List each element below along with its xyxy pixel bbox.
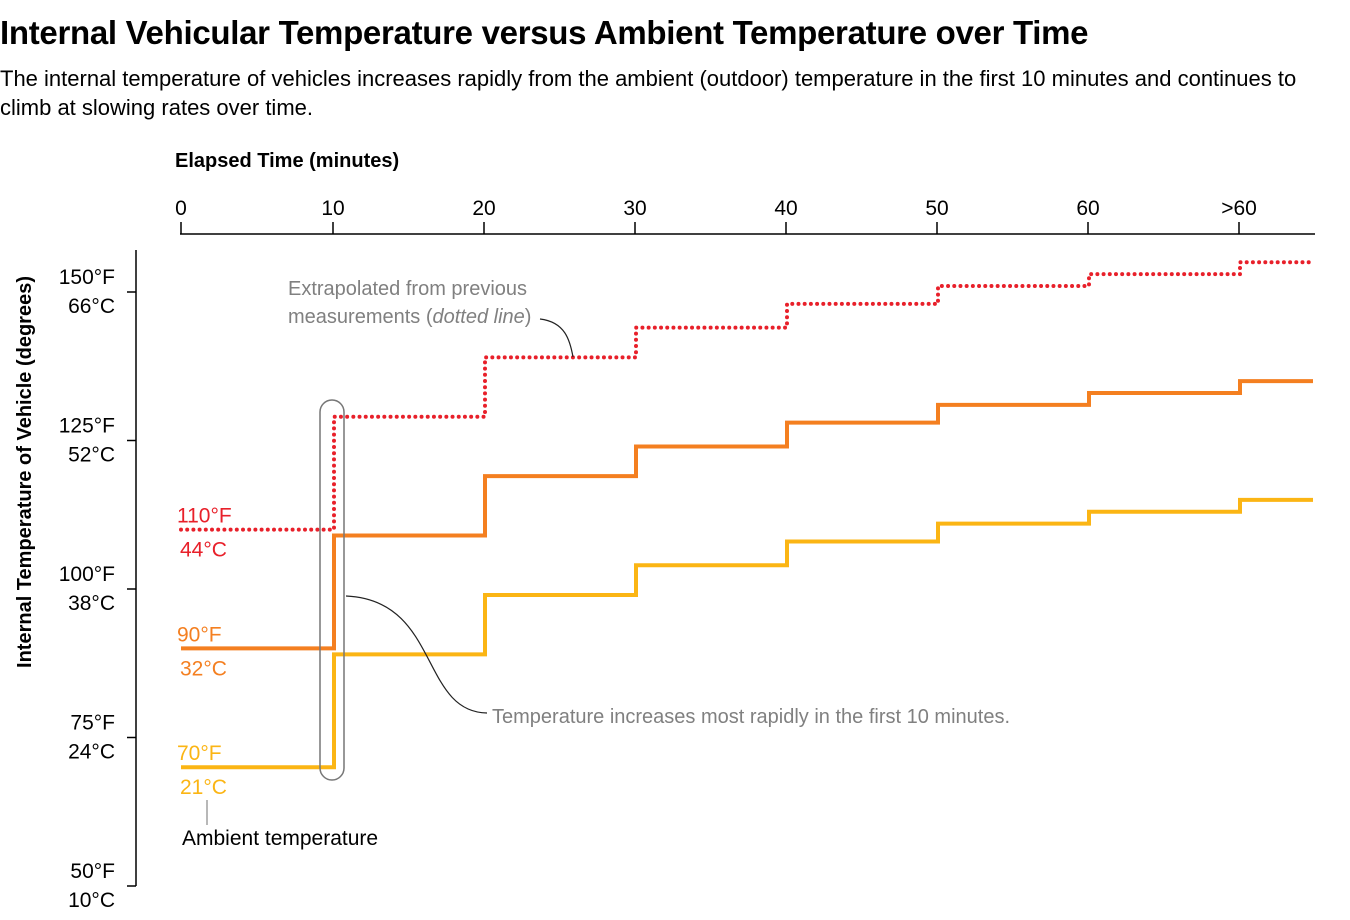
y-tick-label-f: 75°F <box>70 712 115 735</box>
x-tick-label: 40 <box>774 197 797 220</box>
series-start-label-f: 110°F <box>177 505 232 528</box>
y-tick-label-c: 10°C <box>68 889 115 912</box>
extrapolated-leader <box>539 318 574 358</box>
highlight-box <box>319 399 345 781</box>
y-tick-label-c: 52°C <box>68 444 115 467</box>
series-start-label-c: 32°C <box>180 657 227 680</box>
chart-subtitle: The internal temperature of vehicles inc… <box>0 66 1297 120</box>
x-tick-label: 60 <box>1076 197 1099 220</box>
x-tick-label: >60 <box>1221 197 1257 220</box>
series-line-1 <box>181 379 1313 651</box>
extrapolated-annotation-line2: measurements (dotted line) <box>288 306 531 328</box>
rapid-leader <box>345 595 488 714</box>
series-line-2 <box>181 497 1313 770</box>
x-tick-label: 10 <box>321 197 344 220</box>
rapid-annotation: Temperature increases most rapidly in th… <box>492 706 1010 728</box>
x-tick-label: 0 <box>175 197 187 220</box>
y-tick-label-f: 150°F <box>59 266 115 289</box>
series-start-label-f: 70°F <box>177 742 222 765</box>
y-tick-label-c: 38°C <box>68 592 115 615</box>
y-tick-label-c: 24°C <box>68 741 115 764</box>
x-axis-title: Elapsed Time (minutes) <box>175 150 399 172</box>
series-line-0 <box>179 260 1315 532</box>
x-tick-label: 30 <box>623 197 646 220</box>
y-tick-label-f: 125°F <box>59 415 115 438</box>
x-tick-label: 50 <box>925 197 948 220</box>
x-tick-label: 20 <box>472 197 495 220</box>
y-tick-label-f: 100°F <box>59 563 115 586</box>
y-tick-label-f: 50°F <box>70 860 115 883</box>
extrapolated-annotation-line1: Extrapolated from previous <box>288 278 527 300</box>
series-start-label-c: 44°C <box>180 539 227 562</box>
series-start-label-c: 21°C <box>180 776 227 799</box>
ambient-annotation: Ambient temperature <box>182 827 378 850</box>
series-start-label-f: 90°F <box>177 623 222 646</box>
y-axis-title: Internal Temperature of Vehicle (degrees… <box>14 276 36 668</box>
chart-title: Internal Vehicular Temperature versus Am… <box>0 14 1089 51</box>
y-tick-label-c: 66°C <box>68 295 115 318</box>
